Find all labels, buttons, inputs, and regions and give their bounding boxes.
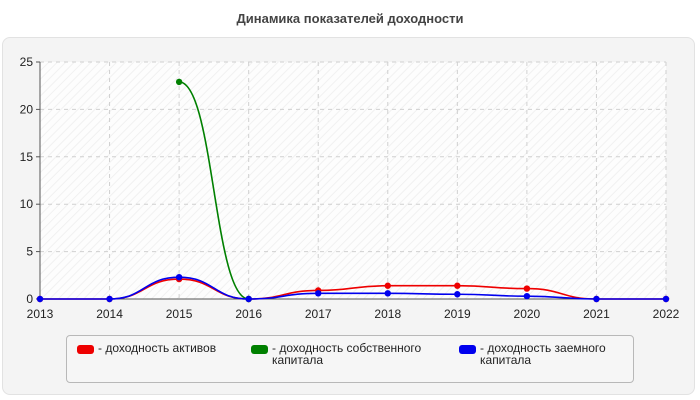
- chart-title: Динамика показателей доходности: [236, 11, 464, 26]
- series-point-2: [593, 295, 600, 303]
- x-tick-label: 2020: [514, 307, 541, 321]
- series-point-0: [523, 285, 531, 292]
- legend-label-debt: - доходность заемного капитала: [480, 341, 606, 367]
- legend-label-equity: - доходность собственного капитала: [272, 341, 422, 367]
- x-tick-label: 2016: [235, 307, 262, 321]
- x-tick-label: 2019: [444, 307, 471, 321]
- y-tick-label: 0: [26, 292, 33, 306]
- y-tick-label: 10: [20, 197, 34, 211]
- y-tick-label: 20: [20, 102, 34, 116]
- series-point-1: [175, 78, 183, 86]
- y-tick-label: 15: [20, 150, 34, 164]
- x-tick-label: 2017: [305, 307, 332, 321]
- series-point-2: [662, 295, 670, 303]
- series-line-2: [40, 276, 666, 300]
- legend-swatch-equity: [251, 345, 268, 354]
- legend-swatch-assets: [77, 345, 94, 354]
- legend-swatch-debt: [459, 345, 476, 354]
- series-point-0: [384, 282, 391, 289]
- x-tick-label: 2015: [166, 307, 193, 321]
- series-point-2: [106, 295, 113, 303]
- x-tick-label: 2018: [374, 307, 401, 321]
- series-point-2: [315, 290, 322, 297]
- x-tick-label: 2022: [653, 307, 680, 321]
- series-point-2: [36, 295, 44, 303]
- legend-label-assets: - доходность активов: [98, 341, 217, 355]
- x-tick-label: 2013: [27, 307, 54, 321]
- series-point-2: [454, 291, 461, 298]
- x-tick-label: 2021: [583, 307, 610, 321]
- series-point-2: [175, 273, 183, 281]
- legend-item-equity[interactable]: - доходность собственного капитала: [251, 342, 421, 366]
- series-point-2: [523, 292, 531, 300]
- legend: - доходность активов - доходность собств…: [66, 335, 634, 383]
- series-point-0: [454, 282, 461, 289]
- legend-item-assets[interactable]: - доходность активов: [77, 342, 216, 354]
- legend-item-debt[interactable]: - доходность заемного капитала: [459, 342, 606, 366]
- plot-background: [40, 62, 666, 299]
- series-line-1: [178, 81, 249, 300]
- series-point-2: [245, 295, 252, 303]
- series-point-2: [384, 290, 391, 297]
- x-tick-label: 2014: [96, 307, 123, 321]
- y-tick-label: 25: [20, 55, 34, 69]
- y-tick-label: 5: [26, 245, 33, 259]
